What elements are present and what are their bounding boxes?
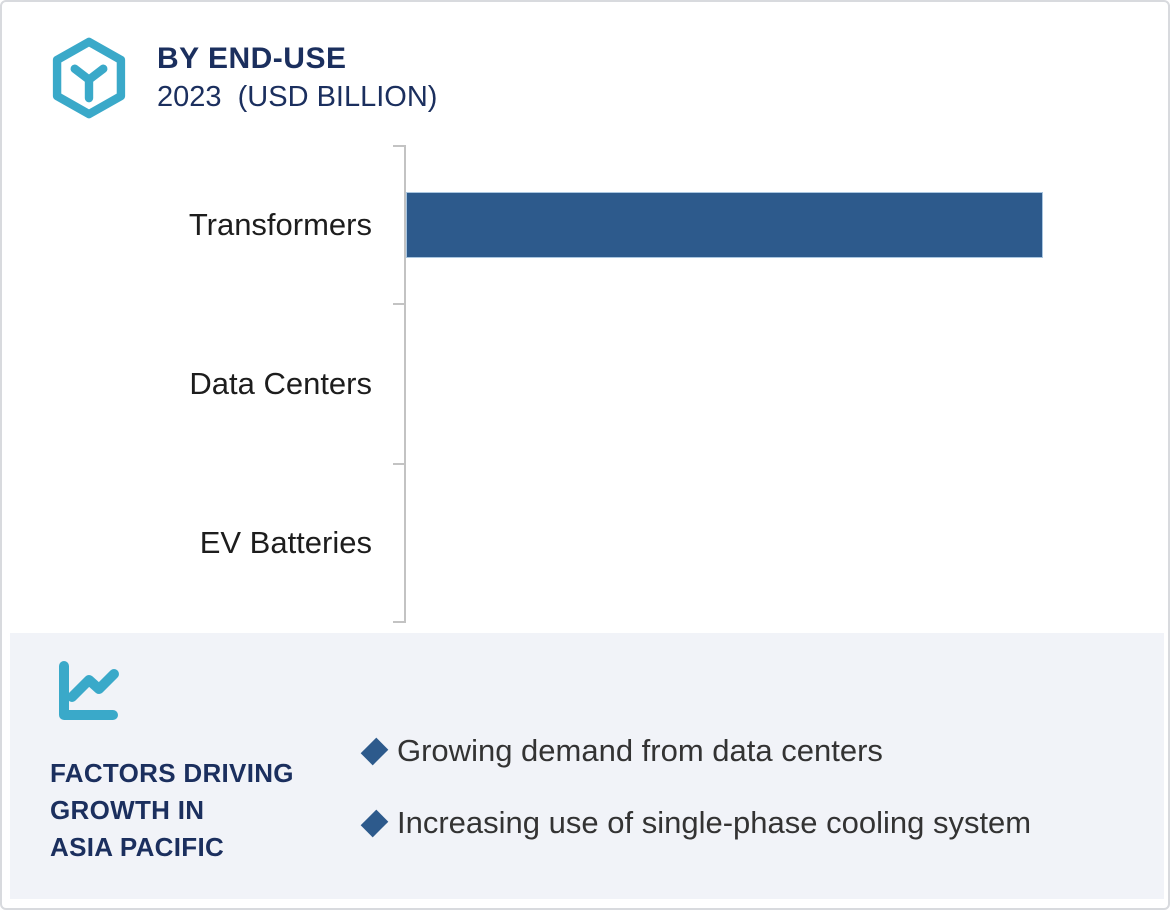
bar-row (407, 463, 1152, 622)
axis-tick (393, 621, 405, 623)
bar-row (407, 145, 1152, 304)
hexagon-cube-icon (52, 37, 126, 119)
axis-tick (393, 145, 405, 147)
bar-row (407, 304, 1152, 463)
factor-item: Increasing use of single-phase cooling s… (360, 801, 1032, 845)
page-title: BY END-USE (157, 42, 347, 75)
factors-heading: FACTORS DRIVING GROWTH IN ASIA PACIFIC (50, 758, 294, 862)
axis-tick (393, 303, 405, 305)
page-subtitle: 2023 (USD BILLION) (157, 81, 438, 113)
factor-text: Increasing use of single-phase cooling s… (397, 805, 1032, 840)
category-label-data-centers: Data Centers (189, 365, 372, 401)
line-chart-icon (59, 661, 119, 720)
category-label-ev-batteries: EV Batteries (199, 524, 372, 560)
diamond-bullet-icon (360, 809, 389, 837)
header-title-block: BY END-USE 2023 (USD BILLION) (157, 42, 437, 114)
factors-panel: FACTORS DRIVING GROWTH IN ASIA PACIFIC G… (10, 633, 1164, 899)
diamond-bullet-icon (360, 737, 389, 765)
category-label-transformers: Transformers (188, 206, 372, 242)
factor-text: Growing demand from data centers (397, 733, 883, 768)
category-axis-line (404, 145, 406, 623)
axis-tick (393, 463, 405, 465)
bar-transformers (407, 192, 1042, 257)
factor-item: Growing demand from data centers (360, 729, 883, 773)
